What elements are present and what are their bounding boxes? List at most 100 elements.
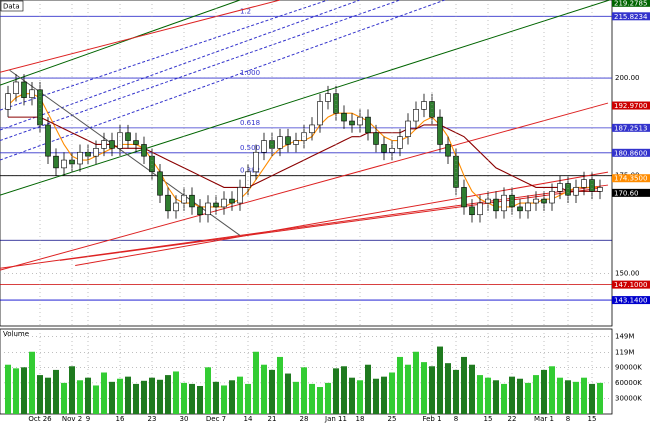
candle-body <box>141 144 147 157</box>
chart-title: Data <box>3 3 20 11</box>
fib-label: 1.2 <box>240 7 251 15</box>
volume-bar <box>109 381 115 414</box>
candle-body <box>597 187 603 192</box>
volume-bar <box>365 364 371 414</box>
y-tick-label: 200.00 <box>615 74 640 82</box>
volume-bar <box>285 373 291 414</box>
volume-bar <box>245 383 251 414</box>
level-label: 147.1000 <box>614 281 647 289</box>
volume-bar <box>565 380 571 414</box>
trend-line <box>0 0 361 131</box>
volume-bar <box>237 376 243 414</box>
candle-body <box>413 109 419 122</box>
level-box <box>612 280 650 289</box>
x-tick-label: 28 <box>300 415 309 423</box>
candle-body <box>309 124 315 134</box>
volume-bar <box>85 377 91 414</box>
volume-bar <box>21 367 27 414</box>
volume-bar <box>181 382 187 414</box>
volume-bar <box>261 364 267 414</box>
candle-body <box>565 183 571 196</box>
volume-bar <box>461 356 467 414</box>
candle-body <box>461 187 467 208</box>
volume-bar <box>197 385 203 414</box>
candle-body <box>29 89 35 98</box>
volume-bar <box>525 382 531 414</box>
candle-body <box>549 191 555 204</box>
volume-bar <box>157 379 163 414</box>
candle-body <box>261 140 267 153</box>
volume-bar <box>53 369 59 414</box>
fib-label: 0.382 <box>240 167 260 175</box>
volume-bar <box>477 375 483 414</box>
volume-bar <box>301 367 307 414</box>
candle-body <box>149 155 155 173</box>
volume-bar <box>253 351 259 414</box>
volume-bar <box>277 356 283 414</box>
volume-bar <box>493 380 499 414</box>
x-tick-label: Feb 1 <box>422 415 441 423</box>
volume-bar <box>213 381 219 414</box>
volume-bar <box>165 375 171 414</box>
trend-line <box>0 0 445 161</box>
level-box <box>612 174 650 183</box>
trend-line <box>0 0 610 196</box>
volume-bar <box>533 375 539 414</box>
candle-body <box>357 116 363 126</box>
x-tick-label: 21 <box>268 415 277 423</box>
level-box <box>612 101 650 110</box>
candle-body <box>429 101 435 118</box>
x-tick-label: 22 <box>508 415 517 423</box>
volume-bar <box>45 377 51 414</box>
volume-bar <box>309 383 315 414</box>
title-box <box>0 0 24 12</box>
x-tick-label: 15 <box>588 415 597 423</box>
candle-body <box>205 202 211 216</box>
volume-bar <box>77 380 83 414</box>
level-box <box>612 296 650 305</box>
trend-line <box>0 102 609 271</box>
candle-body <box>5 93 11 110</box>
volume-bar <box>37 375 43 414</box>
volume-bar <box>293 381 299 414</box>
volume-bar <box>141 380 147 414</box>
trend-line <box>0 0 401 142</box>
volume-bar <box>69 366 75 414</box>
candle-body <box>133 140 139 145</box>
candle-body <box>229 198 235 204</box>
y-tick-label: 90000K <box>615 363 642 371</box>
volume-bar <box>173 371 179 414</box>
level-box <box>612 148 650 157</box>
fib-label: 0.618 <box>240 119 260 127</box>
volume-bar <box>501 383 507 414</box>
trend-line <box>75 171 609 266</box>
volume-bar <box>557 377 563 414</box>
candle-body <box>445 144 451 157</box>
volume-bar <box>189 383 195 414</box>
candle-body <box>373 132 379 145</box>
volume-bar <box>5 364 11 414</box>
candle-body <box>509 194 515 208</box>
trend-line <box>0 0 329 111</box>
level-label: 174.3500 <box>614 175 647 183</box>
candle-body <box>21 81 27 98</box>
candle-body <box>237 187 243 204</box>
volume-bar <box>397 356 403 414</box>
candle-body <box>469 206 475 216</box>
candle-body <box>437 116 443 145</box>
candle-body <box>333 93 339 114</box>
level-label: 180.8600 <box>614 149 647 157</box>
candle-body <box>53 155 59 169</box>
volume-bar <box>117 378 123 414</box>
volume-bar <box>437 346 443 414</box>
candle-body <box>189 194 195 208</box>
candle-body <box>157 171 163 196</box>
x-tick-label: 9 <box>86 415 90 423</box>
x-tick-label: Nov 2 <box>62 415 82 423</box>
volume-bar <box>133 383 139 414</box>
level-box <box>612 188 650 197</box>
candle-body <box>37 89 43 126</box>
y-tick-label: 149M <box>615 333 634 341</box>
volume-bar <box>381 376 387 414</box>
x-tick-label: 8 <box>566 415 570 423</box>
